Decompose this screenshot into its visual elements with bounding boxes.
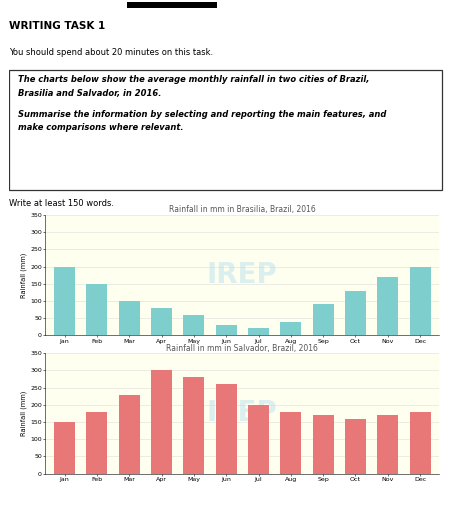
- Bar: [216, 384, 237, 474]
- Bar: [345, 291, 366, 335]
- Text: Summarise the information by selecting and reporting the main features, and: Summarise the information by selecting a…: [18, 110, 386, 119]
- Bar: [119, 301, 140, 335]
- Bar: [119, 395, 140, 474]
- Bar: [87, 284, 107, 335]
- Bar: [345, 419, 366, 474]
- Text: IREP: IREP: [207, 261, 278, 289]
- Bar: [248, 405, 269, 474]
- Bar: [216, 325, 237, 335]
- Bar: [183, 377, 204, 474]
- Bar: [410, 267, 430, 335]
- Bar: [54, 267, 75, 335]
- Bar: [280, 412, 301, 474]
- Bar: [183, 315, 204, 335]
- Text: The charts below show the average monthly rainfall in two cities of Brazil,: The charts below show the average monthl…: [18, 75, 369, 84]
- Bar: [313, 305, 333, 335]
- Text: make comparisons where relevant.: make comparisons where relevant.: [18, 123, 183, 132]
- Title: Rainfall in mm in Salvador, Brazil, 2016: Rainfall in mm in Salvador, Brazil, 2016: [166, 344, 318, 352]
- Bar: [377, 277, 398, 335]
- Bar: [54, 422, 75, 474]
- Bar: [87, 412, 107, 474]
- Bar: [248, 329, 269, 335]
- Bar: [410, 412, 430, 474]
- Y-axis label: Rainfall (mm): Rainfall (mm): [21, 391, 27, 436]
- Bar: [280, 322, 301, 335]
- Bar: [151, 371, 172, 474]
- Text: Brasilia and Salvador, in 2016.: Brasilia and Salvador, in 2016.: [18, 89, 161, 98]
- Title: Rainfall in mm in Brasilia, Brazil, 2016: Rainfall in mm in Brasilia, Brazil, 2016: [169, 205, 316, 214]
- Y-axis label: Rainfall (mm): Rainfall (mm): [21, 252, 27, 298]
- Text: You should spend about 20 minutes on this task.: You should spend about 20 minutes on thi…: [9, 48, 213, 56]
- Bar: [377, 415, 398, 474]
- FancyBboxPatch shape: [9, 70, 442, 189]
- Text: WRITING TASK 1: WRITING TASK 1: [9, 21, 105, 31]
- Bar: [151, 308, 172, 335]
- Text: IREP: IREP: [207, 399, 278, 428]
- Text: Write at least 150 words.: Write at least 150 words.: [9, 199, 114, 208]
- Bar: [313, 415, 333, 474]
